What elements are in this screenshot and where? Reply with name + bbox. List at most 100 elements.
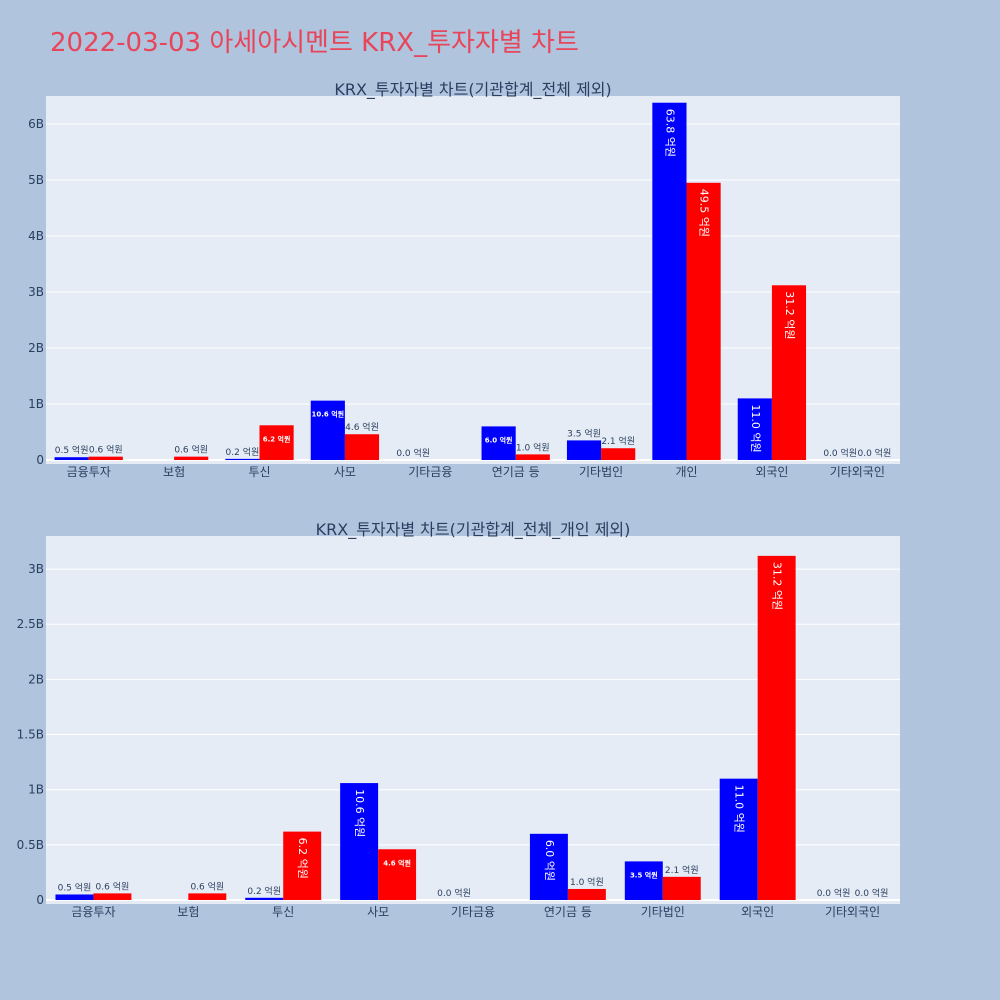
x-tick-label: 투신 — [248, 465, 270, 479]
data-label: 11.0 억원 — [733, 785, 746, 833]
data-label: 0.5 억원 — [58, 881, 92, 893]
x-tick-label: 연기금 등 — [492, 465, 540, 479]
x-tick-label: 투신 — [272, 905, 294, 919]
data-label: 0.6 억원 — [174, 444, 208, 456]
sell-bar — [93, 893, 132, 900]
buy-bar — [481, 426, 516, 460]
data-label: 0.5 억원 — [55, 444, 89, 456]
investor-chart-top: KRX_투자자별 차트(기관합계_전체 제외) 0 1B 2B 3B 4B 5B 6B 0.5 … — [28, 80, 900, 479]
y-tick-label: 5B — [28, 173, 44, 187]
x-tick-label: 연기금 등 — [544, 905, 592, 919]
data-label: 0.2 억원 — [226, 446, 260, 458]
x-tick-label: 기타법인 — [641, 905, 685, 919]
buy-bar — [566, 440, 602, 460]
x-tick-label: 사모 — [334, 465, 356, 479]
x-tick-label: 외국인 — [741, 905, 774, 919]
x-tick-label: 기타외국인 — [825, 905, 880, 919]
buy-bar — [225, 458, 260, 460]
data-label: 2.1 억원 — [601, 435, 635, 447]
buy-bar — [55, 894, 94, 900]
data-label: 0.0 억원 — [817, 887, 851, 899]
buy-bar — [245, 897, 284, 900]
sell-bar — [771, 285, 807, 460]
x-tick-label: 기타외국인 — [830, 465, 885, 479]
data-label: 6.0 억원 — [543, 840, 556, 881]
y-tick-label: 2.5B — [17, 617, 44, 631]
data-label: 1.0 억원 — [570, 876, 604, 888]
data-label: 0.0 억원 — [858, 447, 892, 459]
x-tick-label: 금융투자 — [67, 465, 111, 479]
x-tick-label: 외국인 — [755, 465, 788, 479]
investor-chart-bottom: KRX_투자자별 차트(기관합계_전체_개인 제외) 0 0.5B 1B 1.5B 2B 2… — [17, 520, 900, 919]
sell-bar — [88, 456, 123, 460]
data-label: 1.0 억원 — [516, 441, 550, 453]
data-label: 10.6 억원 — [312, 410, 345, 419]
sell-bar — [567, 888, 606, 900]
buy-bar — [719, 778, 758, 900]
data-label: 31.2 억원 — [783, 291, 796, 339]
y-tick-label: 0 — [36, 453, 44, 467]
buy-bar — [529, 833, 568, 900]
data-label: 4.6 억원 — [345, 421, 379, 433]
y-tick-label: 1.5B — [17, 728, 44, 742]
x-tick-label: 개인 — [675, 465, 697, 479]
data-label: 31.2 억원 — [771, 562, 784, 610]
chart-title: KRX_투자자별 차트(기관합계_전체_개인 제외) — [316, 520, 631, 540]
buy-bar — [340, 783, 379, 900]
data-label: 11.0 억원 — [749, 404, 762, 452]
buy-bar — [737, 398, 772, 460]
data-label: 3.5 억원 — [630, 870, 658, 879]
data-label: 4.6 억원 — [383, 858, 411, 867]
buy-bar — [54, 457, 89, 460]
x-tick-label: 기타금융 — [408, 465, 452, 479]
y-tick-label: 3B — [28, 285, 44, 299]
data-label: 6.0 억원 — [485, 435, 513, 444]
x-tick-label: 금융투자 — [71, 905, 115, 919]
data-label: 63.8 억원 — [663, 109, 676, 157]
data-label: 0.0 억원 — [855, 887, 889, 899]
y-tick-label: 0.5B — [17, 838, 44, 852]
data-label: 0.0 억원 — [437, 887, 471, 899]
y-tick-label: 1B — [28, 397, 44, 411]
sell-bar — [174, 456, 209, 460]
data-label: 49.5 억원 — [698, 189, 711, 237]
page-title: 2022-03-03 아세아시멘트 KRX_투자자별 차트 — [50, 28, 579, 58]
y-tick-label: 3B — [28, 562, 44, 576]
data-label: 6.2 억원 — [263, 434, 291, 443]
y-tick-label: 4B — [28, 229, 44, 243]
y-tick-label: 6B — [28, 117, 44, 131]
data-label: 2.1 억원 — [665, 864, 699, 876]
data-label: 0.6 억원 — [96, 880, 130, 892]
data-label: 0.2 억원 — [247, 885, 281, 897]
data-label: 6.2 억원 — [296, 838, 309, 879]
x-tick-label: 기타금융 — [451, 905, 495, 919]
data-label: 0.0 억원 — [823, 447, 857, 459]
sell-bar — [283, 831, 322, 900]
buy-bar — [310, 400, 345, 460]
y-tick-label: 2B — [28, 341, 44, 355]
y-tick-label: 0 — [36, 893, 44, 907]
data-label: 0.6 억원 — [190, 880, 224, 892]
sell-bar — [378, 849, 417, 900]
sell-bar — [259, 425, 294, 460]
sell-bar — [601, 448, 636, 460]
sell-bar — [515, 454, 550, 460]
x-tick-label: 사모 — [367, 905, 389, 919]
y-tick-label: 2B — [28, 672, 44, 686]
chart-title: KRX_투자자별 차트(기관합계_전체 제외) — [334, 80, 611, 100]
buy-bar — [624, 861, 663, 900]
sell-bar — [188, 893, 227, 900]
data-label: 0.6 억원 — [89, 444, 123, 456]
sell-bar — [662, 876, 701, 900]
data-label: 10.6 억원 — [353, 789, 366, 837]
buy-bar — [652, 102, 687, 460]
x-tick-label: 보험 — [163, 465, 185, 479]
sell-bar — [344, 434, 380, 460]
y-tick-label: 1B — [28, 783, 44, 797]
data-label: 0.0 억원 — [396, 447, 430, 459]
sell-bar — [686, 182, 721, 461]
sell-bar — [757, 555, 796, 900]
x-tick-label: 기타법인 — [579, 465, 623, 479]
x-tick-label: 보험 — [177, 905, 199, 919]
data-label: 3.5 억원 — [567, 427, 601, 439]
